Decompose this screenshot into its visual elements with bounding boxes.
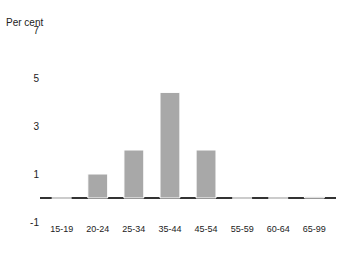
svg-text:5: 5 [33, 73, 39, 84]
svg-text:Per cent: Per cent [6, 17, 43, 28]
svg-text:65-99: 65-99 [303, 224, 326, 234]
svg-text:15-19: 15-19 [50, 224, 73, 234]
svg-text:60-64: 60-64 [267, 224, 290, 234]
svg-text:20-24: 20-24 [86, 224, 109, 234]
svg-text:7: 7 [33, 25, 39, 36]
svg-text:35-44: 35-44 [158, 224, 181, 234]
svg-text:55-59: 55-59 [231, 224, 254, 234]
svg-text:3: 3 [33, 121, 39, 132]
svg-text:1: 1 [33, 169, 39, 180]
svg-text:-1: -1 [30, 217, 39, 228]
svg-text:45-54: 45-54 [195, 224, 218, 234]
svg-text:25-34: 25-34 [122, 224, 145, 234]
